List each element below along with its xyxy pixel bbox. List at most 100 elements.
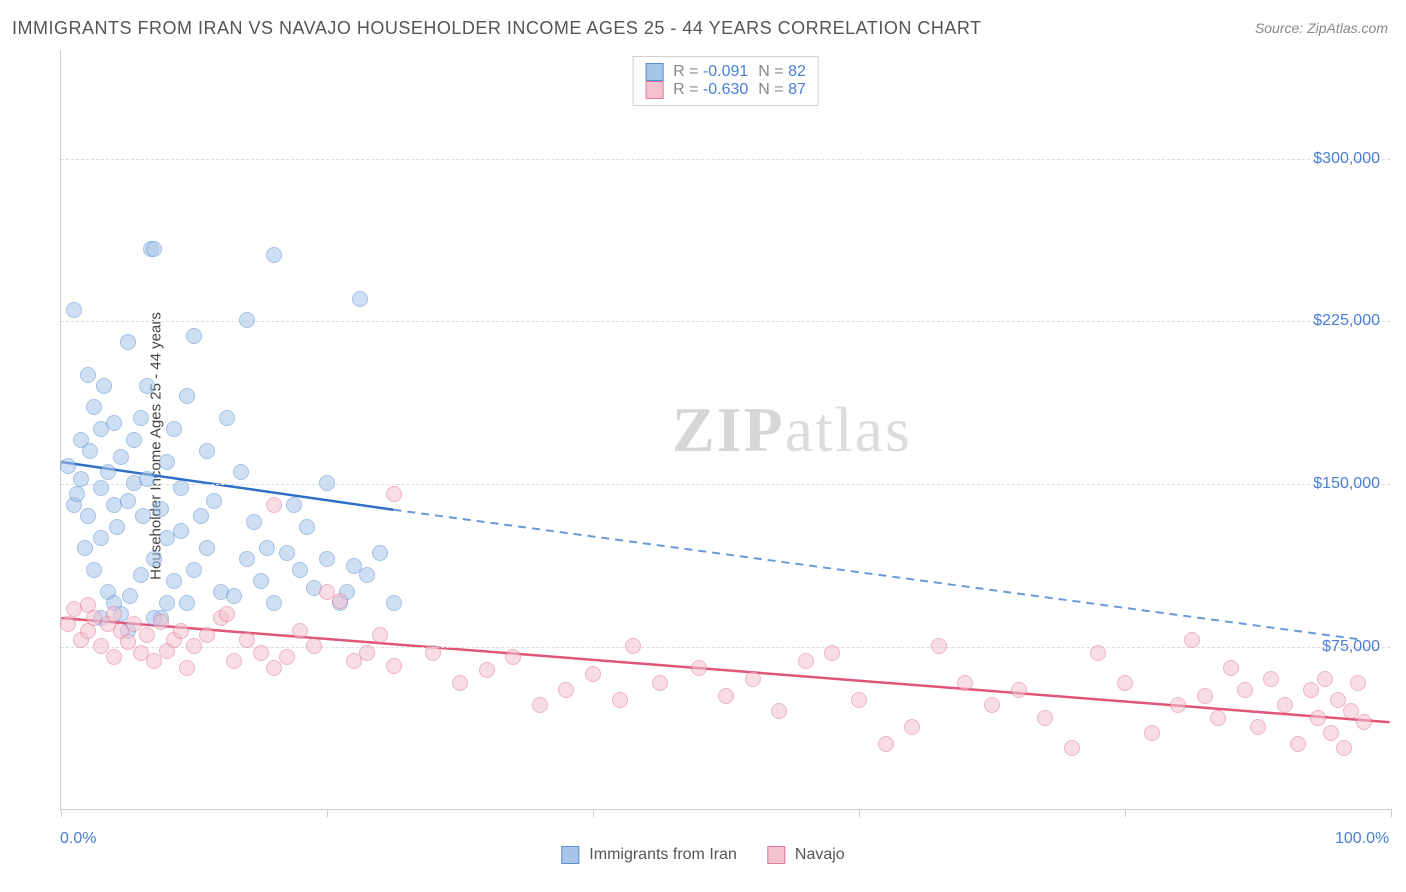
legend-label: Navajo xyxy=(795,846,845,864)
data-point xyxy=(239,551,255,567)
data-point xyxy=(824,645,840,661)
data-point xyxy=(372,545,388,561)
data-point xyxy=(259,540,275,556)
data-point xyxy=(159,454,175,470)
data-point xyxy=(122,588,138,604)
data-point xyxy=(1144,725,1160,741)
data-point xyxy=(66,302,82,318)
data-point xyxy=(984,697,1000,713)
chart-title: IMMIGRANTS FROM IRAN VS NAVAJO HOUSEHOLD… xyxy=(12,18,982,39)
data-point xyxy=(691,660,707,676)
data-point xyxy=(166,573,182,589)
legend-swatch xyxy=(645,63,663,81)
data-point xyxy=(173,623,189,639)
data-point xyxy=(239,632,255,648)
data-point xyxy=(266,595,282,611)
data-point xyxy=(106,649,122,665)
data-point xyxy=(159,595,175,611)
data-point xyxy=(332,593,348,609)
data-point xyxy=(219,410,235,426)
grid-line xyxy=(61,484,1390,485)
data-point xyxy=(718,688,734,704)
data-point xyxy=(505,649,521,665)
data-point xyxy=(1064,740,1080,756)
data-point xyxy=(625,638,641,654)
data-point xyxy=(1117,675,1133,691)
data-point xyxy=(146,551,162,567)
data-point xyxy=(1011,682,1027,698)
x-tick-mark xyxy=(859,809,860,817)
legend-swatch xyxy=(561,846,579,864)
data-point xyxy=(199,443,215,459)
data-point xyxy=(199,540,215,556)
data-point xyxy=(120,334,136,350)
data-point xyxy=(1263,671,1279,687)
data-point xyxy=(199,627,215,643)
y-tick-label: $75,000 xyxy=(1322,638,1380,656)
data-point xyxy=(479,662,495,678)
data-point xyxy=(186,562,202,578)
data-point xyxy=(1350,675,1366,691)
data-point xyxy=(1277,697,1293,713)
data-point xyxy=(652,675,668,691)
data-point xyxy=(239,312,255,328)
data-point xyxy=(193,508,209,524)
x-tick-mark xyxy=(327,809,328,817)
data-point xyxy=(1237,682,1253,698)
data-point xyxy=(96,378,112,394)
data-point xyxy=(585,666,601,682)
data-point xyxy=(80,508,96,524)
legend-item: Immigrants from Iran xyxy=(561,846,737,864)
legend-r: R = -0.630 xyxy=(673,81,748,99)
data-point xyxy=(153,614,169,630)
data-point xyxy=(1090,645,1106,661)
data-point xyxy=(146,241,162,257)
legend-stat-row: R = -0.630N = 87 xyxy=(645,81,806,99)
y-tick-label: $300,000 xyxy=(1313,150,1380,168)
data-point xyxy=(226,588,242,604)
data-point xyxy=(286,497,302,513)
data-point xyxy=(745,671,761,687)
watermark: ZIPatlas xyxy=(672,393,912,467)
data-point xyxy=(77,540,93,556)
data-point xyxy=(139,378,155,394)
legend-r: R = -0.091 xyxy=(673,63,748,81)
data-point xyxy=(139,471,155,487)
data-point xyxy=(1317,671,1333,687)
data-point xyxy=(73,471,89,487)
data-point xyxy=(292,623,308,639)
data-point xyxy=(452,675,468,691)
data-point xyxy=(135,508,151,524)
data-point xyxy=(957,675,973,691)
data-point xyxy=(798,653,814,669)
legend-swatch xyxy=(645,81,663,99)
x-tick-mark xyxy=(61,809,62,817)
data-point xyxy=(1210,710,1226,726)
legend-n: N = 82 xyxy=(758,63,806,81)
data-point xyxy=(386,658,402,674)
data-point xyxy=(386,486,402,502)
data-point xyxy=(558,682,574,698)
data-point xyxy=(266,660,282,676)
data-point xyxy=(1223,660,1239,676)
data-point xyxy=(1336,740,1352,756)
data-point xyxy=(266,497,282,513)
legend-statistics: R = -0.091 N = 82R = -0.630N = 87 xyxy=(632,56,819,106)
data-point xyxy=(253,573,269,589)
data-point xyxy=(266,247,282,263)
data-point xyxy=(93,530,109,546)
data-point xyxy=(319,551,335,567)
x-axis-max-label: 100.0% xyxy=(1335,830,1389,848)
legend-swatch xyxy=(767,846,785,864)
y-tick-label: $150,000 xyxy=(1313,475,1380,493)
data-point xyxy=(106,606,122,622)
data-point xyxy=(425,645,441,661)
plot-area: ZIPatlas R = -0.091 N = 82R = -0.630N = 8… xyxy=(60,50,1390,810)
x-axis-min-label: 0.0% xyxy=(60,830,96,848)
data-point xyxy=(133,410,149,426)
data-point xyxy=(1170,697,1186,713)
chart-container: IMMIGRANTS FROM IRAN VS NAVAJO HOUSEHOLD… xyxy=(0,0,1406,892)
data-point xyxy=(1290,736,1306,752)
data-point xyxy=(173,523,189,539)
data-point xyxy=(206,493,222,509)
